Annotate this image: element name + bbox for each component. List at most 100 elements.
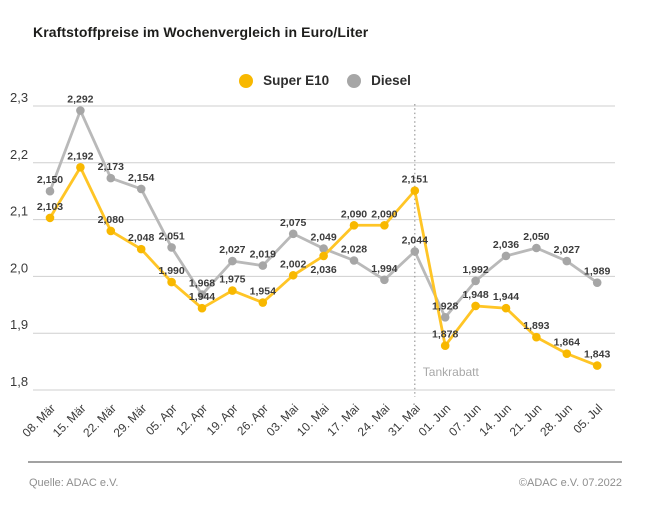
- data-label: 2,154: [128, 172, 154, 184]
- y-tick-label: 1,9: [10, 317, 28, 332]
- data-point: [380, 220, 389, 230]
- data-point: [167, 277, 176, 287]
- data-point: [562, 349, 572, 358]
- data-label: 2,080: [98, 214, 124, 226]
- data-label: 2,036: [310, 264, 336, 276]
- data-point: [471, 301, 480, 311]
- data-point: [106, 226, 116, 236]
- data-label: 2,292: [67, 94, 93, 106]
- data-point: [288, 229, 298, 239]
- x-tick-label: 19. Apr: [204, 401, 241, 438]
- data-point: [76, 163, 85, 172]
- y-tick-label: 2,0: [10, 260, 28, 275]
- x-tick-label: 29. Mär: [111, 401, 150, 440]
- data-point: [440, 341, 450, 350]
- data-point: [440, 312, 450, 322]
- data-point: [106, 173, 116, 183]
- data-point: [76, 106, 85, 115]
- legend-dot-icon: [347, 73, 362, 88]
- data-point: [136, 244, 146, 254]
- data-point: [258, 298, 268, 307]
- data-label: 1,864: [554, 337, 580, 349]
- data-label: 2,048: [128, 232, 154, 244]
- data-point: [45, 186, 55, 196]
- x-tick-label: 01. Jun: [416, 401, 454, 439]
- data-point: [562, 256, 572, 266]
- data-label: 1,944: [493, 291, 519, 303]
- data-label: 1,843: [584, 349, 610, 361]
- x-tick-label: 26. Apr: [234, 401, 271, 438]
- data-label: 1,878: [432, 329, 458, 341]
- data-point: [136, 184, 146, 194]
- x-tick-label: 07. Jun: [446, 401, 484, 439]
- x-tick-label: 05. Apr: [143, 401, 180, 438]
- chart-legend: Super E10 Diesel: [0, 73, 650, 88]
- x-tick-label: 24. Mai: [355, 401, 393, 439]
- data-point: [258, 261, 268, 270]
- y-tick-label: 2,1: [10, 204, 28, 219]
- data-label: 2,002: [280, 258, 306, 270]
- data-point: [410, 186, 420, 195]
- data-label: 1,893: [523, 320, 549, 332]
- data-label: 2,051: [158, 230, 184, 242]
- chart-title: Kraftstoffpreise im Wochenvergleich in E…: [33, 24, 369, 40]
- footer-divider: [28, 461, 622, 463]
- legend-label: Super E10: [263, 73, 330, 88]
- data-point: [532, 332, 541, 342]
- series-line-diesel: [48, 106, 599, 320]
- data-point: [197, 290, 207, 299]
- data-point: [319, 244, 328, 253]
- legend-label: Diesel: [371, 73, 411, 88]
- data-label: 2,075: [280, 217, 306, 229]
- data-point: [501, 251, 511, 261]
- data-label: 2,150: [37, 174, 63, 186]
- data-point: [592, 361, 602, 370]
- annotation-label: Tankrabatt: [423, 365, 480, 379]
- data-label: 1,954: [250, 286, 276, 298]
- y-tick-label: 1,8: [10, 374, 28, 389]
- data-point: [197, 303, 207, 313]
- data-label: 2,173: [98, 161, 124, 173]
- data-label: 1,975: [219, 274, 245, 286]
- data-label: 2,090: [341, 208, 367, 220]
- x-tick-label: 28. Jun: [537, 401, 575, 439]
- legend-item: Diesel: [347, 73, 411, 88]
- data-point: [471, 276, 480, 286]
- data-label: 2,019: [250, 249, 276, 261]
- data-label: 2,044: [402, 234, 428, 246]
- data-point: [592, 278, 602, 287]
- data-label: 2,103: [37, 201, 63, 213]
- data-label: 2,090: [371, 208, 397, 220]
- data-label: 2,027: [219, 244, 245, 256]
- data-label: 2,036: [493, 239, 519, 251]
- x-tick-label: 10. Mai: [294, 401, 332, 439]
- x-tick-label: 22. Mär: [80, 401, 119, 440]
- x-tick-label: 12. Apr: [173, 401, 210, 438]
- data-label: 1,989: [584, 266, 610, 278]
- data-point: [319, 251, 328, 261]
- x-tick-label: 17. Mai: [324, 401, 362, 439]
- data-label: 2,049: [310, 232, 336, 244]
- footer-copyright-text: ©ADAC e.V. 07.2022: [518, 477, 622, 489]
- data-label: 2,050: [523, 231, 549, 243]
- data-point: [501, 303, 511, 313]
- data-label: 1,928: [432, 300, 458, 312]
- data-label: 2,151: [402, 174, 428, 186]
- data-point: [349, 256, 359, 265]
- data-label: 1,968: [189, 278, 215, 290]
- x-tick-label: 14. Jun: [476, 401, 514, 439]
- x-tick-label: 05. Jul: [570, 401, 605, 436]
- legend-dot-icon: [239, 73, 254, 88]
- data-point: [228, 256, 237, 266]
- data-label: 1,990: [158, 265, 184, 277]
- data-point: [288, 270, 298, 280]
- x-tick-label: 21. Jun: [507, 401, 545, 439]
- data-point: [45, 213, 55, 223]
- data-point: [532, 243, 541, 253]
- x-tick-label: 08. Mär: [19, 401, 58, 440]
- data-point: [410, 247, 420, 256]
- data-label: 1,948: [462, 289, 488, 301]
- y-tick-label: 2,2: [10, 147, 28, 162]
- data-label: 2,192: [67, 150, 93, 162]
